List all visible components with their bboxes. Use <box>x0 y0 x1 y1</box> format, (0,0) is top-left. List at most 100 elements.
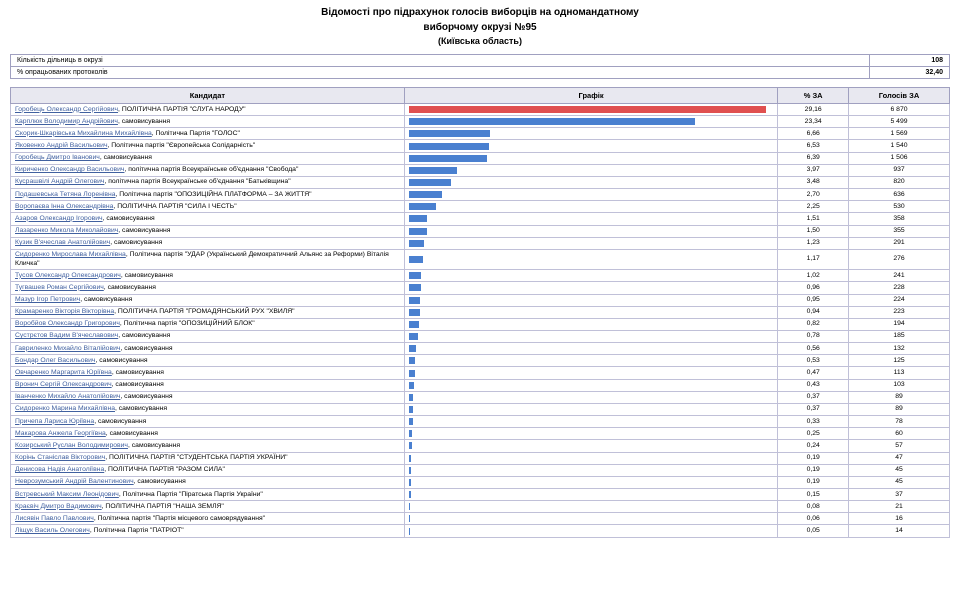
candidate-link[interactable]: Воропаєва Інна Олександрівна <box>15 203 113 210</box>
candidate-link[interactable]: Кириченко Олександр Васильович <box>15 166 124 173</box>
pct-cell: 0,19 <box>778 452 849 464</box>
candidate-link[interactable]: Макарова Анжела Георгіївна <box>15 430 106 437</box>
candidate-cell: Кириченко Олександр Васильович, політичн… <box>11 164 405 176</box>
candidate-cell: Кузик В'ячеслав Анатолійович, самовисува… <box>11 237 405 249</box>
graph-cell <box>404 476 778 488</box>
candidate-link[interactable]: Сустрєтов Вадим В'ячеславович <box>15 332 118 339</box>
candidate-link[interactable]: Вронич Сергій Олександрович <box>15 381 112 388</box>
votes-cell: 223 <box>849 306 950 318</box>
graph-cell <box>404 318 778 330</box>
candidate-link[interactable]: Скорик-Шкарівська Михайлина Михайлівна <box>15 130 152 137</box>
votes-cell: 60 <box>849 428 950 440</box>
votes-cell: 5 499 <box>849 116 950 128</box>
table-row: Скорик-Шкарівська Михайлина Михайлівна, … <box>11 128 950 140</box>
graph-cell <box>404 104 778 116</box>
pct-cell: 0,37 <box>778 403 849 415</box>
candidate-cell: Бондар Олег Васильович, самовисування <box>11 355 405 367</box>
bar <box>409 370 415 377</box>
page-subtitle: (Київська область) <box>10 36 950 46</box>
candidate-cell: Азаров Олександр Ігорович, самовисування <box>11 213 405 225</box>
candidate-link[interactable]: Тусов Олександр Олександрович <box>15 272 121 279</box>
candidate-link[interactable]: Денисова Надія Анатоліївна <box>15 466 104 473</box>
votes-cell: 47 <box>849 452 950 464</box>
candidate-link[interactable]: Козирський Руслан Володимирович <box>15 442 128 449</box>
candidate-link[interactable]: Мазур Ігор Петрович <box>15 296 80 303</box>
bar <box>409 491 411 498</box>
graph-cell <box>404 164 778 176</box>
candidate-link[interactable]: Горобець Дмитро Іванович <box>15 154 100 161</box>
table-row: Вронич Сергій Олександрович, самовисуван… <box>11 379 950 391</box>
graph-cell <box>404 379 778 391</box>
candidate-link[interactable]: Тугвашев Роман Сергійович <box>15 284 104 291</box>
candidate-cell: Краєвіч Дмитро Вадимович, ПОЛІТИЧНА ПАРТ… <box>11 501 405 513</box>
graph-cell <box>404 201 778 213</box>
candidate-party: , ПОЛІТИЧНА ПАРТІЯ "НАША ЗЕМЛЯ" <box>102 503 224 510</box>
candidate-link[interactable]: Яковенко Андрій Васильович <box>15 142 108 149</box>
bar <box>409 503 410 510</box>
pct-cell: 1,51 <box>778 213 849 225</box>
pct-cell: 29,16 <box>778 104 849 116</box>
candidate-link[interactable]: Горобець Олександр Сергійович <box>15 106 118 113</box>
candidate-party: , ПОЛІТИЧНА ПАРТІЯ "СИЛА І ЧЕСТЬ" <box>113 203 236 210</box>
pct-cell: 0,08 <box>778 501 849 513</box>
graph-cell <box>404 330 778 342</box>
votes-cell: 6 870 <box>849 104 950 116</box>
candidate-link[interactable]: Ліщук Василь Олегович <box>15 527 90 534</box>
candidate-party: , Політична Партія "ГОЛОС" <box>152 130 240 137</box>
candidate-link[interactable]: Сидоренко Марина Михайлівна <box>15 405 115 412</box>
candidate-link[interactable]: Подашевська Тетяна Лоренівна <box>15 191 116 198</box>
candidate-link[interactable]: Карплюк Володимир Андрійович <box>15 118 118 125</box>
bar <box>409 382 414 389</box>
candidate-party: , самовисування <box>112 369 164 376</box>
candidate-link[interactable]: Азаров Олександр Ігорович <box>15 215 103 222</box>
summary-row: % опрацьованих протоколів32,40 <box>11 67 950 79</box>
votes-cell: 37 <box>849 489 950 501</box>
candidate-party: , самовисування <box>120 393 172 400</box>
candidate-link[interactable]: Корінь Станіслав Вікторович <box>15 454 105 461</box>
bar <box>409 155 487 162</box>
votes-cell: 530 <box>849 201 950 213</box>
pct-cell: 0,24 <box>778 440 849 452</box>
table-row: Подашевська Тетяна Лоренівна, Політична … <box>11 189 950 201</box>
graph-cell <box>404 176 778 188</box>
candidate-link[interactable]: Неврозумський Андрій Валентинович <box>15 478 134 485</box>
pct-cell: 0,19 <box>778 464 849 476</box>
candidate-link[interactable]: Овчаренко Маргарита Юріївна <box>15 369 112 376</box>
graph-cell <box>404 501 778 513</box>
bar <box>409 240 424 247</box>
pct-cell: 0,47 <box>778 367 849 379</box>
bar <box>409 167 458 174</box>
candidate-link[interactable]: Крамаренко Вікторія Вікторівна <box>15 308 114 315</box>
col-pct: % ЗА <box>778 88 849 104</box>
candidate-link[interactable]: Гавриленко Михайло Віталійович <box>15 345 120 352</box>
bar <box>409 442 412 449</box>
pct-cell: 1,17 <box>778 249 849 269</box>
candidate-party: , ПОЛІТИЧНА ПАРТІЯ "СЛУГА НАРОДУ" <box>118 106 246 113</box>
table-row: Гавриленко Михайло Віталійович, самовису… <box>11 343 950 355</box>
bar <box>409 143 489 150</box>
col-candidate: Кандидат <box>11 88 405 104</box>
candidate-link[interactable]: Лазаренко Микола Миколайович <box>15 227 118 234</box>
votes-cell: 937 <box>849 164 950 176</box>
candidate-link[interactable]: Сидоренко Мирослава Михайлівна <box>15 251 126 258</box>
candidate-party: , самовисування <box>118 332 170 339</box>
candidate-link[interactable]: Кузик В'ячеслав Анатолійович <box>15 239 110 246</box>
candidate-cell: Вронич Сергій Олександрович, самовисуван… <box>11 379 405 391</box>
votes-cell: 636 <box>849 189 950 201</box>
candidate-link[interactable]: Причепа Лариса Юріївна <box>15 418 94 425</box>
candidate-party: , Політична партія "Європейська Солідарн… <box>108 142 256 149</box>
candidate-link[interactable]: Бондар Олег Васильович <box>15 357 95 364</box>
table-row: Денисова Надія Анатоліївна, ПОЛІТИЧНА ПА… <box>11 464 950 476</box>
candidate-party: , самовисування <box>134 478 186 485</box>
pct-cell: 0,82 <box>778 318 849 330</box>
candidate-link[interactable]: Лисявін Павло Павлович <box>15 515 94 522</box>
candidate-link[interactable]: Іванченко Михайло Анатолійович <box>15 393 120 400</box>
table-row: Кузик В'ячеслав Анатолійович, самовисува… <box>11 237 950 249</box>
candidate-link[interactable]: Кусрашвілі Андрій Олегович <box>15 178 104 185</box>
table-header-row: Кандидат Графік % ЗА Голосів ЗА <box>11 88 950 104</box>
pct-cell: 6,66 <box>778 128 849 140</box>
candidate-link[interactable]: Краєвіч Дмитро Вадимович <box>15 503 102 510</box>
candidate-cell: Лисявін Павло Павлович, Політична партія… <box>11 513 405 525</box>
candidate-link[interactable]: Воробйов Олександр Григорович <box>15 320 120 327</box>
candidate-link[interactable]: Встревський Максим Леонідович <box>15 491 119 498</box>
